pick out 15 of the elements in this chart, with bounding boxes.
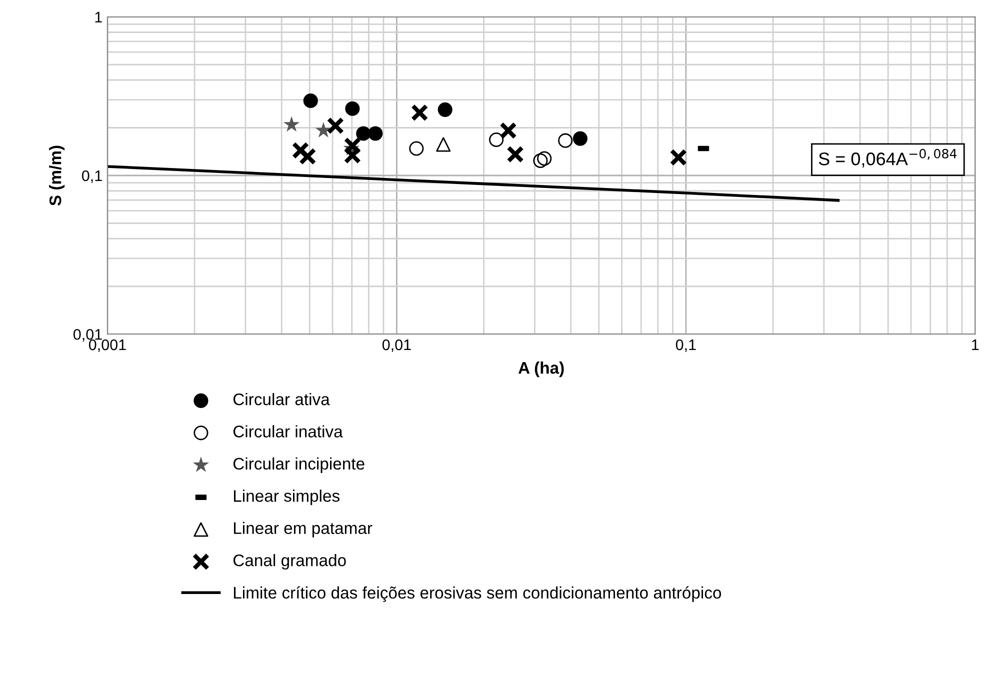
x-tick-label: 1 [972,340,979,350]
y-axis-title: S (m/m) [49,146,65,206]
legend-label: Limite crítico das feições erosivas sem condicionamento antrópico [234,586,722,602]
legend-label: Canal gramado [233,554,346,570]
x-axis-title: A (ha) [518,362,564,378]
legend-label: Circular ativa [233,393,330,406]
annotation: S = 0,064A$^{−0,084}$ [818,148,957,168]
legend-label: Circular inativa [233,425,343,438]
x-tick-label: 0,1 [676,339,696,352]
y-tick-label: 0,1 [82,170,102,183]
legend-label: Linear em patamar [234,522,372,538]
legend-label: Linear simples [234,490,340,506]
y-tick-label: 1 [95,12,102,22]
legend-label: Circular incipiente [233,457,364,473]
x-tick-label: 0,01 [382,339,411,352]
